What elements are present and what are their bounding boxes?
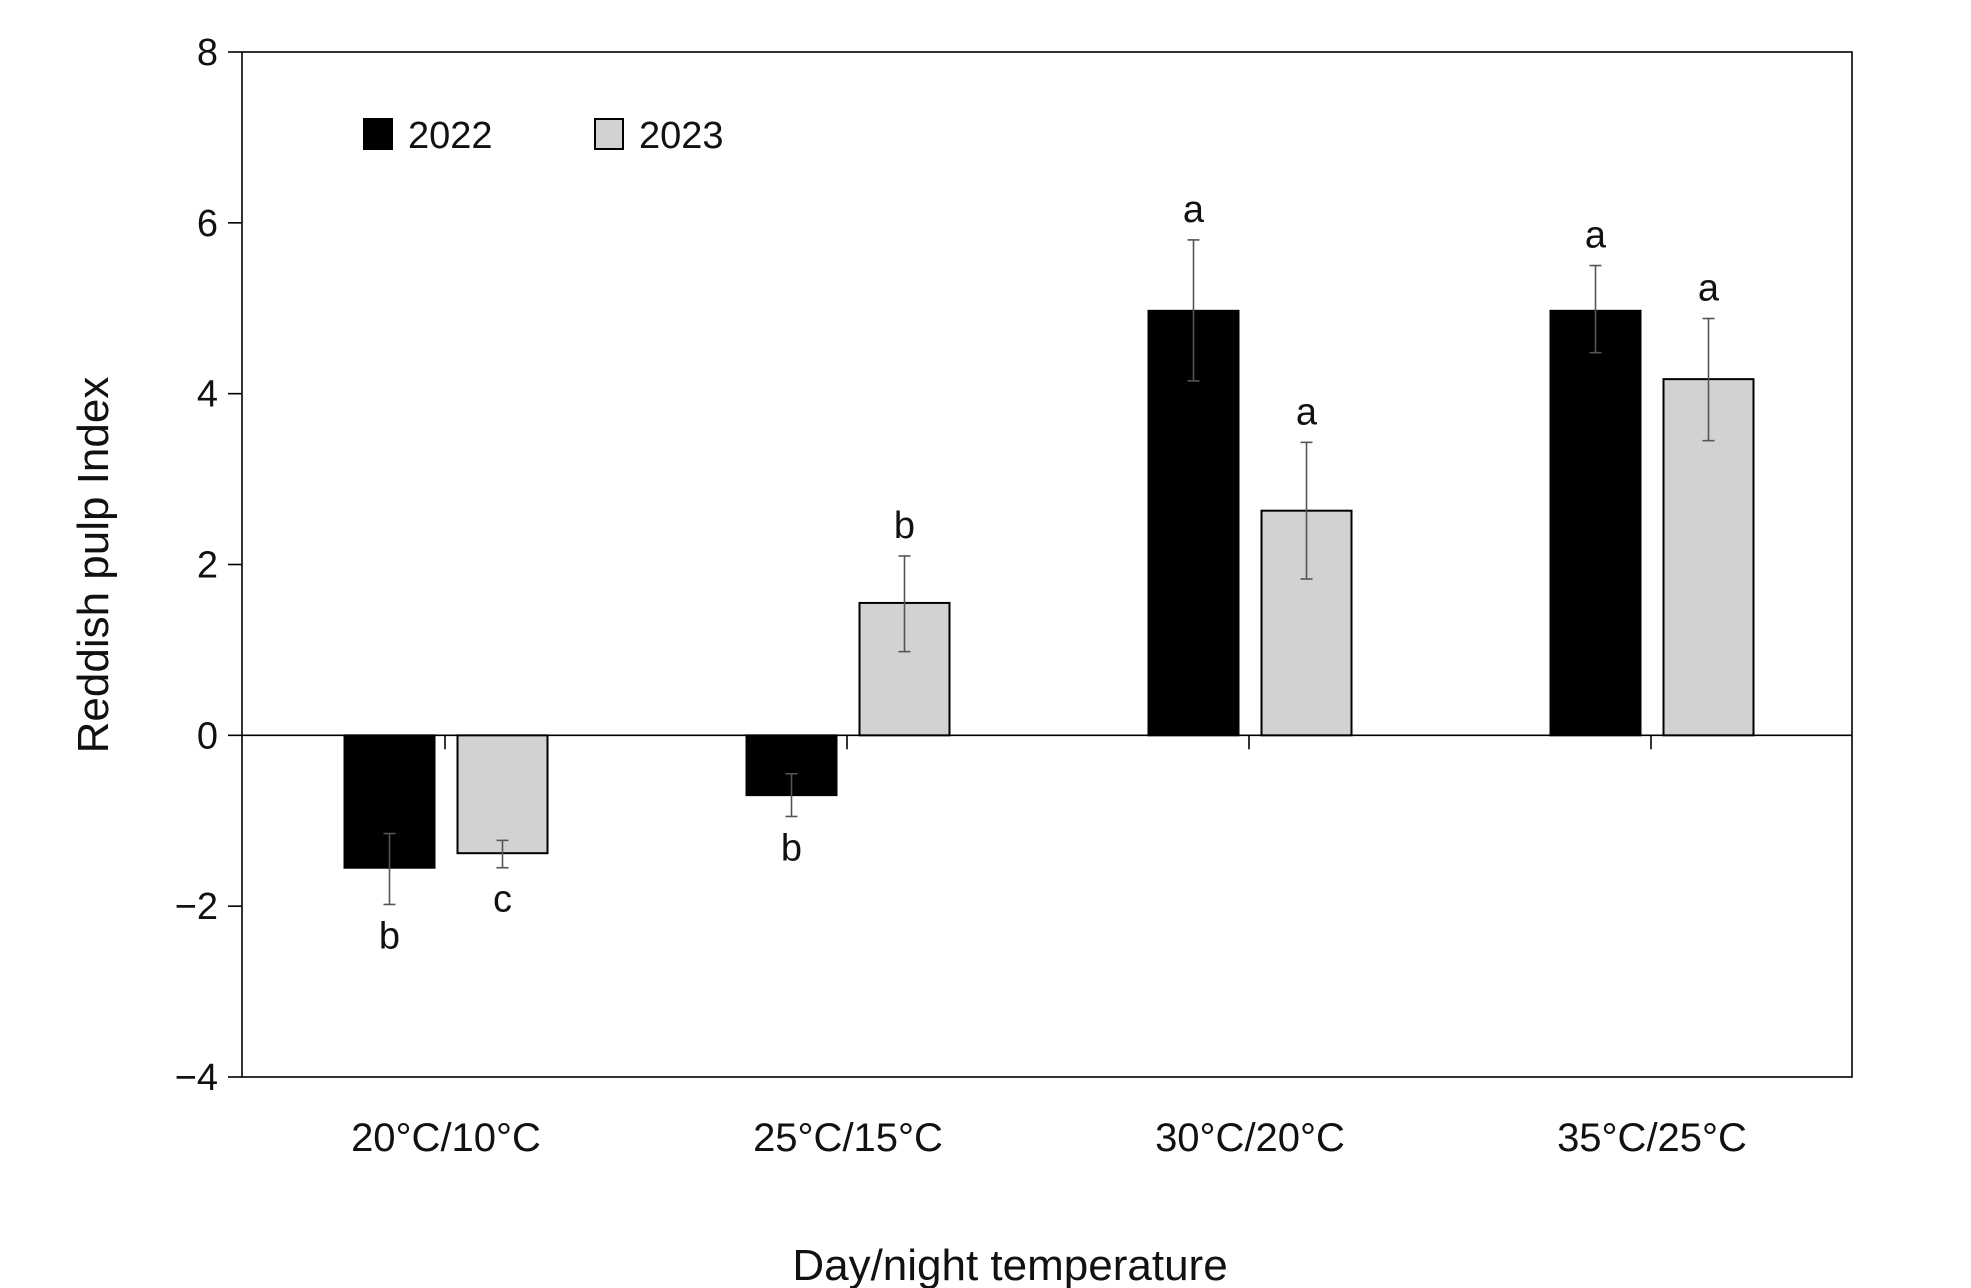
significance-letter: a <box>1585 215 1607 257</box>
significance-letter: b <box>781 827 802 869</box>
x-axis-title: Day/night temperature <box>792 1241 1227 1288</box>
plot-area: 8 6 4 2 0 −2 −4 b c 20°C/10°C b b 25°C/15°C a a 30°C/20… <box>175 32 1853 1160</box>
x-category-label: 20°C/10°C <box>351 1116 541 1160</box>
legend-label: 2023 <box>639 115 724 157</box>
y-tick-label: 2 <box>197 545 218 587</box>
x-category-label: 35°C/25°C <box>1557 1116 1747 1160</box>
significance-letter: a <box>1183 189 1205 231</box>
legend-label: 2022 <box>408 115 493 157</box>
legend-swatch-2022 <box>363 118 393 150</box>
y-tick-label: 0 <box>197 715 218 757</box>
x-category-label: 30°C/20°C <box>1155 1116 1345 1160</box>
y-axis-title: Reddish pulp Index <box>69 377 118 754</box>
legend: 2022 2023 <box>363 115 724 157</box>
x-category-label: 25°C/15°C <box>753 1116 943 1160</box>
significance-letter: b <box>379 915 400 957</box>
significance-letter: a <box>1296 391 1318 433</box>
y-tick-label: −4 <box>175 1057 218 1099</box>
y-tick-label: −2 <box>175 886 218 928</box>
y-tick-label: 8 <box>197 32 218 74</box>
significance-letter: a <box>1698 268 1720 310</box>
bar-2023 <box>456 734 549 855</box>
y-tick-label: 4 <box>197 374 218 416</box>
legend-swatch-2023 <box>594 118 624 150</box>
y-tick-label: 6 <box>197 203 218 245</box>
significance-letter: c <box>493 879 512 921</box>
bar-2022 <box>1549 309 1642 737</box>
significance-letter: b <box>894 505 915 547</box>
